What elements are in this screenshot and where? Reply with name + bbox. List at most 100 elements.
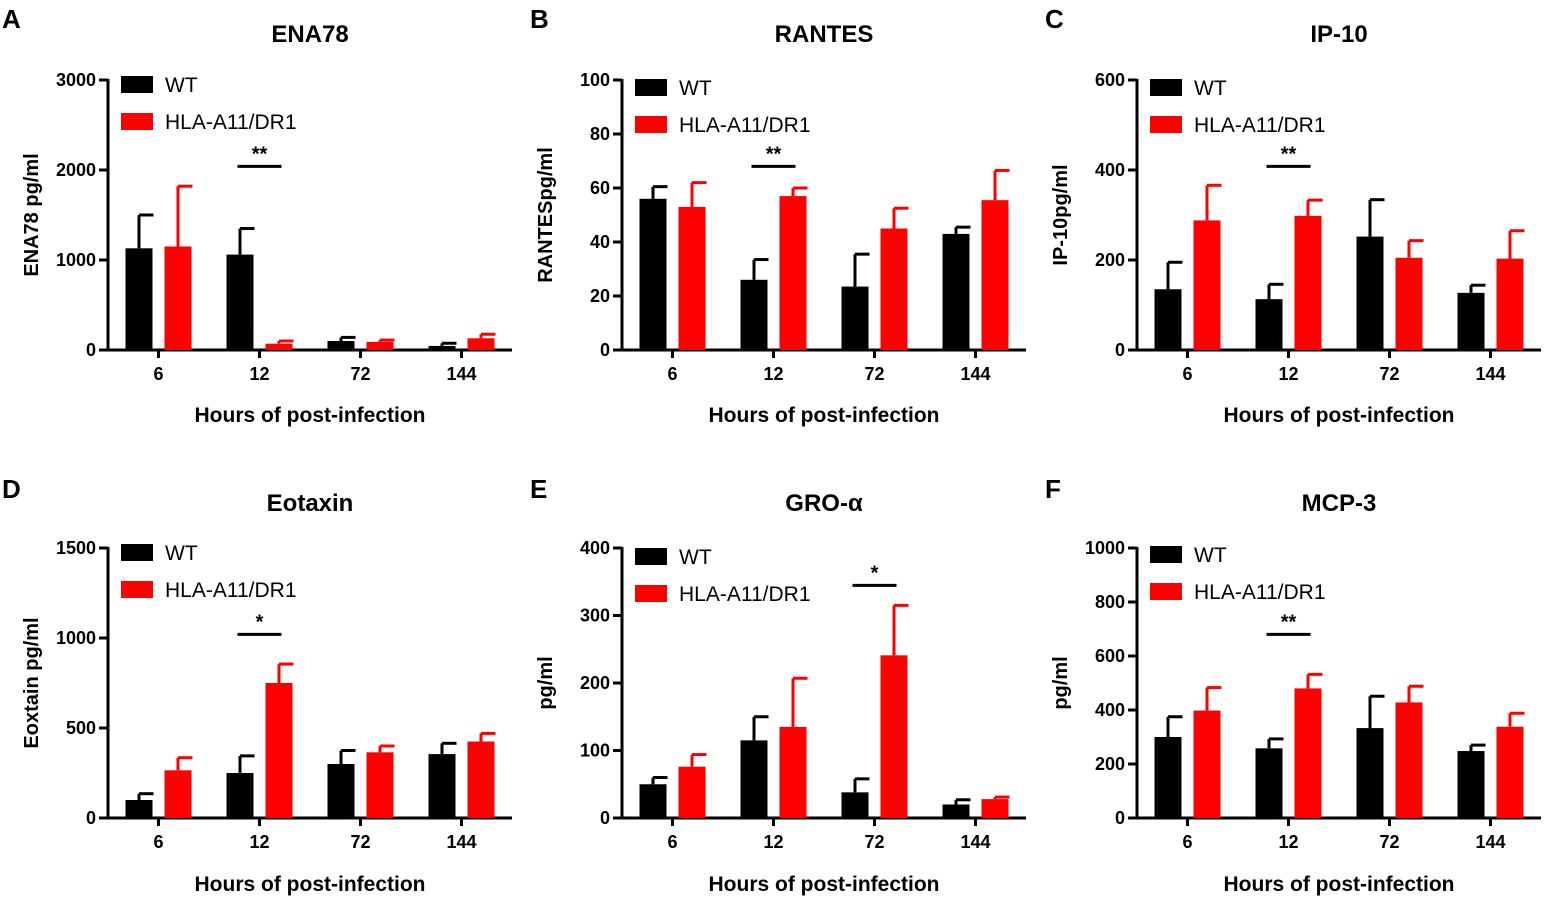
panel-letter: F: [1045, 474, 1061, 504]
bar-hla-6: [164, 246, 192, 350]
x-tick-label: 72: [350, 832, 370, 852]
significance-label: **: [766, 143, 782, 165]
bar-hla-72: [880, 655, 908, 818]
bar-hla-72: [1395, 702, 1423, 818]
y-tick-label: 500: [66, 718, 96, 738]
legend-label: HLA-A11/DR1: [1194, 581, 1326, 604]
panel-letter: B: [530, 4, 549, 34]
bar-wt-144: [1457, 292, 1485, 350]
legend-label: HLA-A11/DR1: [1194, 114, 1326, 137]
legend-swatch: [635, 79, 667, 96]
legend-swatch: [1150, 79, 1182, 96]
bar-wt-6: [639, 198, 667, 350]
legend-swatch: [121, 76, 153, 93]
chart-title: Eotaxin: [267, 490, 354, 517]
bar-wt-6: [1154, 737, 1182, 818]
chart-title: IP-10: [1310, 21, 1367, 48]
bar-hla-6: [1193, 710, 1221, 818]
y-tick-label: 200: [1095, 250, 1125, 270]
x-axis-label: Hours of post-infection: [709, 873, 940, 896]
y-axis-label: IP-10pg/ml: [1050, 164, 1072, 265]
chart-title: ENA78: [271, 21, 348, 48]
y-tick-label: 600: [1095, 646, 1125, 666]
x-tick-label: 6: [153, 364, 163, 384]
bar-hla-72: [880, 228, 908, 350]
x-tick-label: 6: [153, 832, 163, 852]
y-tick-label: 400: [1095, 700, 1125, 720]
x-tick-label: 72: [864, 832, 884, 852]
y-tick-label: 1000: [56, 250, 96, 270]
x-tick-label: 12: [1278, 364, 1298, 384]
bar-wt-72: [327, 341, 355, 350]
chart-panel-f: F MCP-3 0 200 400 600 800 1000 6 12 72 144 Hours of …: [1045, 474, 1541, 896]
x-tick-label: 72: [1379, 364, 1399, 384]
legend-label: WT: [679, 77, 712, 100]
legend-swatch: [1150, 116, 1182, 133]
y-tick-label: 1500: [56, 538, 96, 558]
significance-label: **: [1281, 143, 1297, 165]
chart-panel-c: C IP-10 0 200 400 600 6 12 72 144 Hours of post-in…: [1045, 4, 1541, 427]
y-tick-label: 100: [580, 741, 610, 761]
legend-label: HLA-A11/DR1: [165, 111, 297, 134]
bar-hla-6: [678, 766, 706, 818]
chart-panel-a: A ENA78 0 1000 2000 3000 6 12 72 144 Hours of post…: [2, 4, 512, 427]
y-tick-label: 200: [1095, 754, 1125, 774]
legend-swatch: [121, 581, 153, 598]
x-axis-label: Hours of post-infection: [195, 404, 426, 427]
x-tick-label: 144: [1475, 832, 1505, 852]
y-tick-label: 400: [1095, 160, 1125, 180]
chart-title: RANTES: [775, 21, 874, 48]
bar-wt-12: [226, 254, 254, 350]
y-axis-label: pg/ml: [535, 656, 557, 709]
x-tick-label: 6: [1182, 832, 1192, 852]
legend-swatch: [1150, 546, 1182, 563]
bar-hla-72: [366, 752, 394, 818]
y-tick-label: 40: [590, 232, 610, 252]
y-tick-label: 300: [580, 606, 610, 626]
bar-wt-6: [639, 784, 667, 818]
significance-label: **: [1281, 611, 1297, 633]
x-tick-label: 6: [667, 832, 677, 852]
bar-wt-72: [327, 764, 355, 818]
bar-wt-6: [125, 248, 153, 350]
bar-wt-144: [428, 754, 456, 818]
bar-hla-144: [467, 741, 495, 818]
x-axis-label: Hours of post-infection: [1224, 404, 1455, 427]
chart-panel-d: D Eotaxin 0 500 1000 1500 6 12 72 144 Hours of pos…: [2, 474, 512, 896]
panel-letter: A: [2, 4, 21, 34]
bar-hla-72: [366, 341, 394, 350]
legend-swatch: [121, 544, 153, 561]
x-tick-label: 12: [763, 832, 783, 852]
bar-hla-12: [265, 683, 293, 818]
chart-panel-e: E GRO-α 0 100 200 300 400 6 12 72 144 Hours of post…: [530, 474, 1026, 896]
bar-hla-12: [1294, 688, 1322, 818]
x-tick-label: 12: [1278, 832, 1298, 852]
bar-hla-6: [678, 206, 706, 350]
y-axis-label: RANTESpg/ml: [535, 147, 557, 283]
x-tick-label: 144: [446, 364, 476, 384]
chart-title: MCP-3: [1302, 490, 1377, 517]
panel-letter: E: [530, 474, 547, 504]
x-tick-label: 144: [446, 832, 476, 852]
bar-wt-72: [1356, 728, 1384, 818]
y-tick-label: 0: [1115, 808, 1125, 828]
y-tick-label: 0: [1115, 340, 1125, 360]
bar-hla-12: [1294, 215, 1322, 350]
y-axis-label: pg/ml: [1050, 656, 1072, 709]
x-axis-label: Hours of post-infection: [709, 404, 940, 427]
bar-hla-144: [1496, 258, 1524, 350]
y-tick-label: 0: [86, 808, 96, 828]
y-tick-label: 100: [580, 70, 610, 90]
legend-label: WT: [1194, 544, 1227, 567]
x-tick-label: 12: [249, 364, 269, 384]
significance-label: **: [252, 143, 268, 165]
x-tick-label: 72: [864, 364, 884, 384]
bar-wt-12: [740, 279, 768, 350]
x-tick-label: 72: [350, 364, 370, 384]
bar-wt-12: [1255, 299, 1283, 350]
bar-hla-144: [981, 799, 1009, 818]
legend-label: WT: [679, 546, 712, 569]
bar-wt-72: [841, 286, 869, 350]
legend-label: HLA-A11/DR1: [165, 579, 297, 602]
